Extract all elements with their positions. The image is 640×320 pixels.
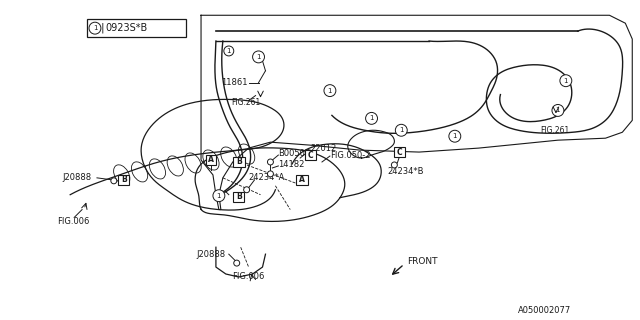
Text: B: B [236,157,241,166]
Text: 1: 1 [369,116,374,121]
Circle shape [449,130,461,142]
Text: FIG.261: FIG.261 [231,98,260,107]
Text: B: B [236,192,241,201]
Circle shape [324,85,336,97]
Circle shape [89,22,101,34]
Text: J20888: J20888 [62,173,92,182]
Bar [233,157,244,167]
Text: FIG.050-2: FIG.050-2 [330,150,371,160]
Circle shape [253,51,264,63]
Circle shape [552,105,564,116]
Circle shape [268,171,273,177]
Text: FIG.006: FIG.006 [58,217,90,226]
Circle shape [224,46,234,56]
Text: B: B [121,175,127,184]
Circle shape [234,260,240,266]
Circle shape [111,178,116,184]
Text: 11861: 11861 [221,78,248,87]
Text: 1: 1 [216,193,221,199]
Text: 1: 1 [399,127,404,133]
Bar [205,155,216,165]
Text: A: A [208,156,214,164]
Text: 1: 1 [227,48,231,54]
Bar [394,147,404,157]
Text: FIG.261: FIG.261 [540,126,570,135]
Circle shape [392,162,397,168]
Text: FIG.006: FIG.006 [232,272,265,282]
Circle shape [268,159,273,165]
Bar [118,175,129,185]
Text: 0923S*B: 0923S*B [105,23,147,33]
Text: 1: 1 [93,25,97,31]
Text: 1: 1 [452,133,457,139]
Text: A050002077: A050002077 [518,306,572,315]
Circle shape [213,190,225,202]
Text: 1: 1 [556,108,560,113]
Text: 24234*A: 24234*A [248,173,285,182]
Circle shape [244,187,250,193]
Text: 24234*B: 24234*B [387,167,424,176]
Circle shape [396,124,407,136]
Text: B00507: B00507 [278,148,310,157]
Bar [305,150,316,160]
Circle shape [365,112,378,124]
Text: 22012: 22012 [310,144,337,153]
Bar [233,192,244,202]
Circle shape [560,75,572,87]
Text: A: A [300,175,305,184]
Text: C: C [307,150,313,160]
Bar [87,19,186,37]
Text: 14182: 14182 [278,160,305,170]
Text: C: C [397,148,402,156]
Text: |: | [101,23,104,33]
Text: FRONT: FRONT [407,257,438,266]
Bar [296,175,308,185]
Text: 1: 1 [256,54,260,60]
Text: J20888: J20888 [196,250,225,259]
Text: 1: 1 [328,88,332,94]
Text: 1: 1 [564,78,568,84]
